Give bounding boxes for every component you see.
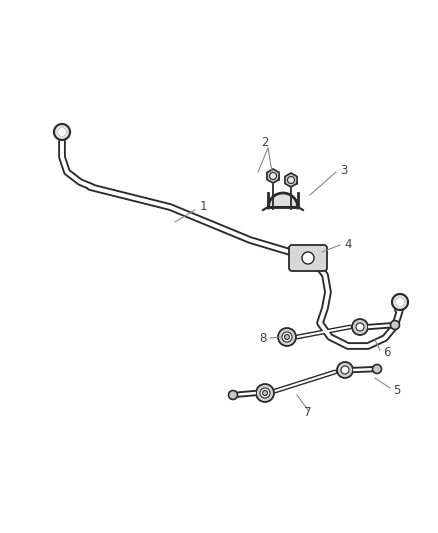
Polygon shape	[54, 124, 70, 140]
Circle shape	[278, 328, 296, 346]
Text: 4: 4	[344, 238, 352, 251]
Text: 7: 7	[304, 407, 312, 419]
Text: 8: 8	[259, 332, 267, 344]
Circle shape	[269, 173, 276, 180]
Text: 2: 2	[261, 136, 269, 149]
Text: 5: 5	[393, 384, 400, 397]
Circle shape	[262, 391, 268, 395]
Circle shape	[302, 252, 314, 264]
Polygon shape	[59, 128, 66, 135]
Circle shape	[285, 335, 290, 340]
Polygon shape	[392, 294, 408, 310]
Circle shape	[287, 176, 294, 183]
Circle shape	[282, 332, 292, 342]
Circle shape	[372, 365, 381, 374]
Text: 6: 6	[383, 346, 391, 359]
FancyBboxPatch shape	[289, 245, 327, 271]
Polygon shape	[285, 173, 297, 187]
Circle shape	[356, 323, 364, 331]
Circle shape	[229, 391, 237, 400]
Text: 1: 1	[200, 200, 208, 214]
Polygon shape	[267, 169, 279, 183]
Circle shape	[256, 384, 274, 402]
Circle shape	[260, 388, 270, 398]
Polygon shape	[396, 298, 403, 305]
Circle shape	[352, 319, 368, 335]
Circle shape	[341, 366, 349, 374]
Text: 3: 3	[340, 164, 347, 176]
Circle shape	[391, 320, 399, 329]
Polygon shape	[268, 193, 298, 208]
Circle shape	[337, 362, 353, 378]
